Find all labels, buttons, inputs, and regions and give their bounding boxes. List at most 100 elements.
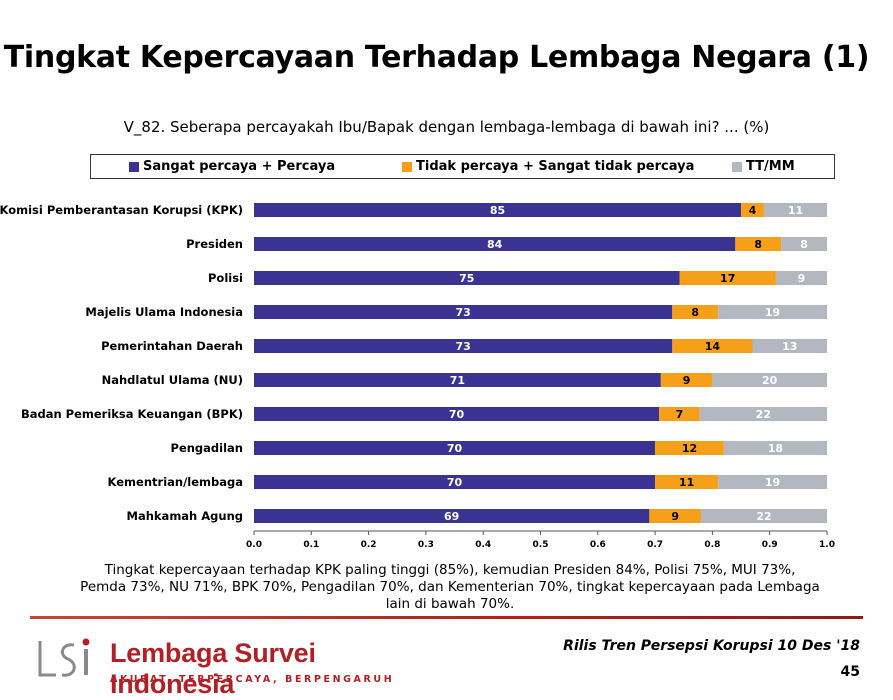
x-tick-label: 0.6 xyxy=(590,540,606,550)
data-label: 73 xyxy=(455,340,470,353)
bar-segment xyxy=(254,407,660,421)
stacked-bar-chart: Komisi Pemberantasan Korupsi (KPK) 85 4 11 P… xyxy=(0,203,835,550)
legend-swatch-trust xyxy=(129,161,139,172)
x-tick-label: 0.7 xyxy=(647,540,663,550)
bar-segment xyxy=(655,475,719,489)
bar-segment xyxy=(254,475,656,489)
category-label: Badan Pemeriksa Keuangan (BPK) xyxy=(21,407,243,421)
data-label: 70 xyxy=(447,476,463,489)
bar-segment xyxy=(752,339,827,353)
data-label: 9 xyxy=(798,272,806,285)
bar-segment xyxy=(254,441,656,455)
data-label: 4 xyxy=(749,204,757,217)
legend-label-trust: Sangat percaya + Percaya xyxy=(143,159,336,174)
bar-segment xyxy=(672,305,719,319)
x-tick-label: 0.3 xyxy=(418,540,434,550)
category-label: Pengadilan xyxy=(171,441,243,455)
category-label: Presiden xyxy=(186,237,243,251)
bar-segment xyxy=(763,203,827,217)
data-label: 84 xyxy=(487,238,503,251)
org-tagline: AKURAT, TERPERCAYA, BERPENGARUH xyxy=(110,674,395,685)
bar-segment xyxy=(775,271,827,285)
bar-segment xyxy=(655,441,724,455)
release-title: Rilis Tren Persepsi Korupsi 10 Des '18 xyxy=(563,638,860,654)
category-label: Polisi xyxy=(208,271,243,285)
data-label: 22 xyxy=(756,510,771,523)
lsi-logo: Lembaga Survei Indonesia AKURAT, TERPERC… xyxy=(34,635,419,699)
chart-summary: Tingkat kepercayaan terhadap KPK paling … xyxy=(80,562,820,612)
category-label: Komisi Pemberantasan Korupsi (KPK) xyxy=(0,203,243,217)
data-label: 8 xyxy=(691,306,699,319)
data-label: 22 xyxy=(756,408,771,421)
x-tick-label: 0.9 xyxy=(762,540,778,550)
data-label: 20 xyxy=(762,374,778,387)
data-label: 17 xyxy=(720,272,735,285)
data-label: 71 xyxy=(450,374,465,387)
lsi-logo-mark-icon xyxy=(38,638,90,677)
legend-item-trust: Sangat percaya + Percaya xyxy=(129,159,335,174)
bar-segment xyxy=(735,237,782,251)
data-label: 70 xyxy=(447,442,463,455)
category-label: Kementrian/lembaga xyxy=(108,475,243,489)
bar-segment xyxy=(649,509,701,523)
bar-segment xyxy=(718,475,827,489)
data-label: 11 xyxy=(788,204,803,217)
x-tick-label: 0.8 xyxy=(704,540,720,550)
bar-segment xyxy=(254,203,742,217)
bar-segment xyxy=(660,373,713,387)
bar-segment xyxy=(254,271,680,285)
bar-segment xyxy=(781,237,827,251)
footer-divider xyxy=(30,616,863,619)
bar-segment xyxy=(718,305,827,319)
data-label: 14 xyxy=(705,340,721,353)
x-tick-label: 0.1 xyxy=(303,540,319,550)
category-label: Pemerintahan Daerah xyxy=(101,339,243,353)
survey-question: V_82. Seberapa percayakah Ibu/Bapak deng… xyxy=(123,118,770,136)
bar-segment xyxy=(723,441,827,455)
category-label: Nahdlatul Ulama (NU) xyxy=(102,373,243,387)
legend-item-dont-know: TT/MM xyxy=(732,159,795,174)
bar-segment xyxy=(700,509,827,523)
data-label: 13 xyxy=(782,340,797,353)
data-label: 8 xyxy=(800,238,808,251)
bar-segment xyxy=(679,271,776,285)
category-label: Mahkamah Agung xyxy=(127,509,243,523)
data-label: 19 xyxy=(765,476,780,489)
x-tick-label: 0.4 xyxy=(475,540,491,550)
bar-segment xyxy=(659,407,700,421)
legend-swatch-dont-know xyxy=(732,161,742,172)
category-label: Majelis Ulama Indonesia xyxy=(85,305,243,319)
bar-segment xyxy=(741,203,764,217)
data-label: 9 xyxy=(671,510,679,523)
bar-segment xyxy=(254,509,650,523)
data-label: 69 xyxy=(444,510,459,523)
data-label: 12 xyxy=(682,442,697,455)
bar-segment xyxy=(712,373,827,387)
data-label: 7 xyxy=(676,408,684,421)
bar-segment xyxy=(672,339,753,353)
data-label: 73 xyxy=(455,306,470,319)
page-title: Tingkat Kepercayaan Terhadap Lembaga Neg… xyxy=(3,40,870,75)
x-tick-label: 0.0 xyxy=(246,540,262,550)
bar-segment xyxy=(254,305,673,319)
bar-segment xyxy=(254,237,736,251)
legend-label-distrust: Tidak percaya + Sangat tidak percaya xyxy=(416,159,695,174)
legend-item-distrust: Tidak percaya + Sangat tidak percaya xyxy=(402,159,694,174)
data-label: 9 xyxy=(683,374,691,387)
data-label: 8 xyxy=(754,238,762,251)
legend-label-dont-know: TT/MM xyxy=(746,159,795,174)
data-label: 75 xyxy=(459,272,474,285)
data-label: 18 xyxy=(768,442,783,455)
bar-segment xyxy=(699,407,827,421)
x-tick-label: 1.0 xyxy=(819,540,835,550)
page-number: 45 xyxy=(840,664,860,680)
bar-segment xyxy=(254,339,673,353)
x-tick-label: 0.5 xyxy=(533,540,549,550)
chart-legend: Sangat percaya + Percaya Tidak percaya +… xyxy=(90,154,835,179)
data-label: 70 xyxy=(449,408,465,421)
data-label: 19 xyxy=(765,306,780,319)
data-label: 11 xyxy=(679,476,694,489)
x-tick-label: 0.2 xyxy=(361,540,377,550)
bar-segment xyxy=(254,373,661,387)
data-label: 85 xyxy=(490,204,505,217)
